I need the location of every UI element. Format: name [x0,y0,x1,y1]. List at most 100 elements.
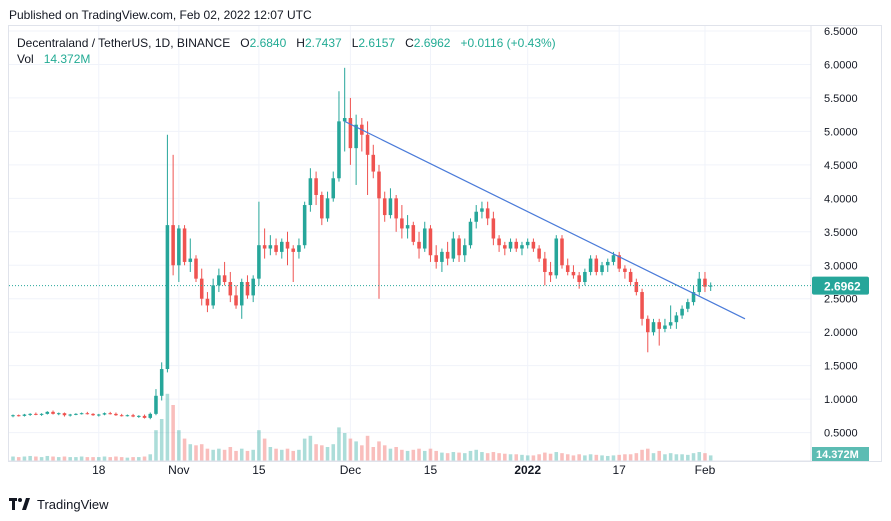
candle-body [708,285,713,287]
published-header: Published on TradingView.com, Feb 02, 20… [9,8,312,22]
volume-bar [554,452,559,461]
volume-bar [51,456,55,461]
candle-body [205,298,210,306]
candle-body [577,275,581,283]
candle-body [285,241,290,249]
volume-bar [320,445,324,461]
candle-body [434,255,438,262]
candle-body [314,178,318,195]
candle-body [131,415,135,417]
volume-bar [39,457,44,461]
footer-brand[interactable]: TradingView [9,495,109,513]
volume-bar [520,454,524,461]
volume-badge [812,447,869,461]
volume-bar [188,444,193,461]
candle-body [119,415,124,417]
volume-bar [222,449,227,461]
volume-bar [365,435,370,461]
candle-body [588,258,593,272]
candle-body [611,255,616,262]
close-key: C [405,36,414,50]
y-tick-label: 2.0000 [824,327,858,339]
candle-body [348,118,353,149]
volume-bar [68,457,72,461]
candle-body [674,315,679,323]
candle-body [85,413,90,415]
candle-body [394,198,398,219]
candle-body [405,225,410,229]
candle-body [440,251,444,262]
candle-body [251,278,255,296]
volume-bar [634,453,639,461]
candle-body [28,413,32,415]
y-tick-label: 1.0000 [824,394,858,406]
volume-bar [388,448,393,461]
candle-body [668,322,673,326]
x-tick-label: Nov [168,463,189,477]
volume-bar [291,450,295,461]
volume-bar [594,454,599,461]
candle-body [594,258,599,272]
trendline [344,120,746,320]
candle-body [182,228,187,262]
volume-bar [480,452,484,461]
volume-bar [268,447,273,461]
candle-body [377,171,381,199]
candle-body [148,413,153,418]
volume-bar [257,430,261,461]
candle-body [337,121,341,179]
volume-bar [165,393,170,461]
candle-body [623,268,627,272]
candle-body [657,322,661,329]
candle-body [525,241,530,246]
volume-bar [457,452,461,461]
volume-bar [668,453,673,461]
volume-bar [171,405,175,461]
volume-bar [508,454,513,461]
volume-bar [285,448,290,461]
candle-body [537,248,541,259]
footer-brand-label: TradingView [37,496,109,512]
candle-body [297,245,301,252]
candle-body [520,245,524,249]
volume-bar [394,447,398,461]
candle-body [257,245,261,279]
candle-body [114,413,118,416]
volume-bar [211,449,215,461]
candle-body [560,238,564,266]
y-tick-label: 3.5000 [824,227,858,239]
candle-body [302,205,307,246]
volume-bar [474,449,478,461]
volume-bar [417,448,421,461]
x-tick-label: 15 [424,463,438,477]
candle-body [108,413,112,415]
candle-body [320,194,324,219]
volume-bar [680,454,684,461]
y-tick-label: 0.5000 [824,428,858,440]
change-value: +0.0116 (+0.43%) [460,36,556,50]
axes: 6.5000 6.0000 5.5000 5.0000 4.5000 4.0000 3.50… [9,26,869,477]
volume-bar [543,452,547,461]
high-value: 2.7437 [304,36,342,50]
volume-bar [434,450,438,461]
last-price-label: 2.6962 [824,280,861,294]
candle-body [34,413,38,415]
volume-key: Vol [17,52,34,66]
volume-bar [205,448,210,461]
candle-body [680,308,684,316]
volume-bar [331,444,336,461]
volume-bar [382,445,387,461]
open-key: O [240,36,250,50]
candle-body [508,241,513,249]
candle-body [194,258,198,279]
candle-body [165,225,170,370]
chart-legend: Decentraland / TetherUS, 1D, BINANCE O2.… [17,35,556,67]
candle-body [485,208,490,219]
volume-bar [623,454,627,461]
y-tick-label: 4.0000 [824,193,858,205]
candle-body [503,245,507,249]
candle-body [445,251,450,259]
candle-body [159,369,164,396]
candle-body [628,271,633,283]
